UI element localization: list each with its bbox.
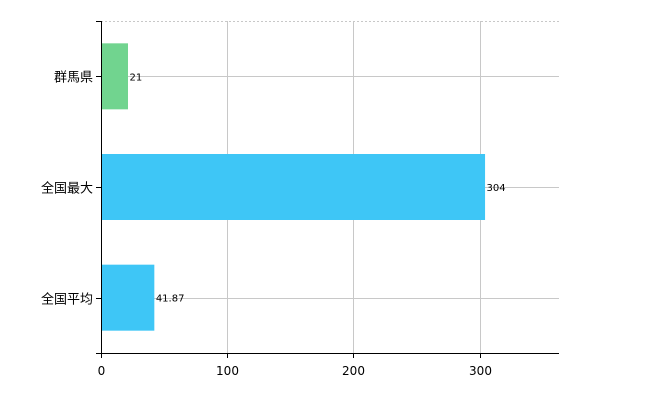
x-tick-label-2: 200 [342,364,365,378]
axis-layer [96,21,559,358]
bars-layer [101,43,486,331]
x-tick-label-0: 0 [98,364,106,378]
x-tick-label-3: 300 [469,364,492,378]
y-tick-label-1: 全国最大 [41,181,93,197]
data-label-1: 304 [487,183,506,194]
bar-2 [101,264,155,331]
y-tick-label-2: 全国平均 [41,292,93,308]
bar-1 [101,154,486,220]
data-label-0: 21 [129,72,142,83]
y-tick-label-0: 群馬県 [54,71,93,86]
data-label-2: 41.87 [156,294,185,305]
bar-0 [101,43,128,110]
x-tick-label-1: 100 [216,364,239,378]
